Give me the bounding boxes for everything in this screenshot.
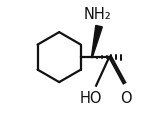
- Text: O: O: [121, 91, 132, 106]
- Text: HO: HO: [80, 91, 102, 106]
- Polygon shape: [91, 25, 102, 57]
- Text: NH₂: NH₂: [83, 7, 111, 22]
